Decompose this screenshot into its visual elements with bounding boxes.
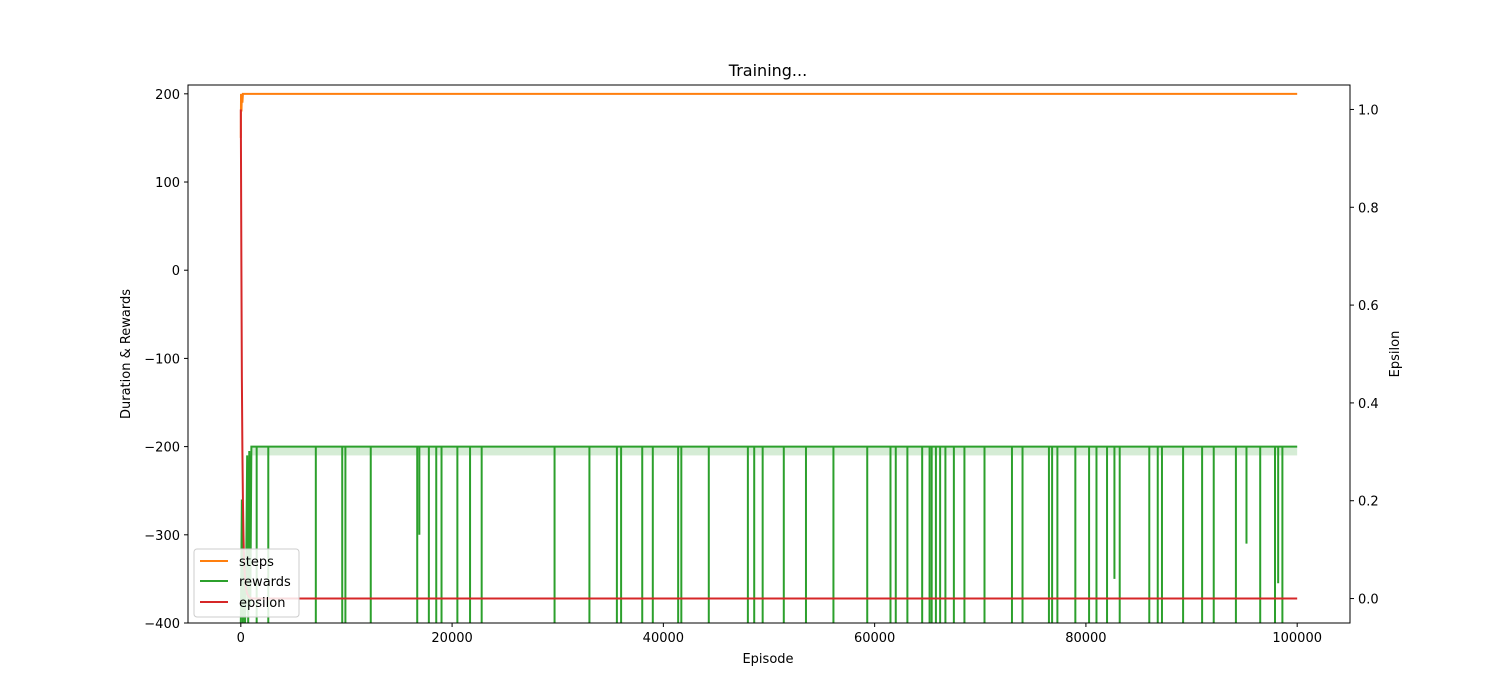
y-tick-label: −400 (144, 617, 180, 632)
x-axis-label: Episode (742, 652, 793, 667)
y-tick-label: −100 (144, 352, 180, 367)
epsilon-line (239, 109, 1298, 600)
y2-tick-label: 0.2 (1358, 495, 1379, 510)
rewards-faint-band (251, 446, 1298, 456)
x-axis-ticks: 0 20000 40000 60000 80000 100000 (237, 623, 1322, 646)
steps-line (239, 92, 1298, 138)
y-tick-label: 100 (155, 176, 180, 191)
legend-label-rewards: rewards (239, 575, 291, 590)
y-tick-label: 0 (172, 264, 180, 279)
legend-label-steps: steps (239, 555, 274, 570)
y2-tick-label: 0.4 (1358, 397, 1379, 412)
x-tick-label: 0 (237, 631, 245, 646)
x-tick-label: 60000 (854, 631, 895, 646)
chart-title: Training... (728, 61, 807, 80)
y-tick-label: −200 (144, 441, 180, 456)
axes-frame (187, 84, 1351, 624)
x-tick-label: 20000 (431, 631, 472, 646)
y2-tick-label: 0.6 (1358, 299, 1379, 314)
x-tick-label: 40000 (643, 631, 684, 646)
y-tick-label: −300 (144, 529, 180, 544)
y-axis-ticks: −400 −300 −200 −100 0 100 200 (144, 88, 188, 632)
y2-tick-label: 0.8 (1358, 201, 1379, 216)
x-tick-label: 80000 (1065, 631, 1106, 646)
plot-area (239, 92, 1298, 623)
x-tick-label: 100000 (1272, 631, 1322, 646)
y2-tick-label: 0.0 (1358, 593, 1379, 608)
y2-tick-label: 1.0 (1358, 103, 1379, 118)
y2-axis-label: Epsilon (1388, 331, 1403, 378)
y2-axis-ticks: 0.0 0.2 0.4 0.6 0.8 1.0 (1350, 103, 1379, 608)
legend-box (193, 548, 300, 618)
legend: steps rewards epsilon (193, 548, 300, 618)
y-axis-label: Duration & Rewards (119, 289, 134, 419)
rewards-line (239, 445, 1298, 623)
legend-label-epsilon: epsilon (239, 596, 285, 611)
y-tick-label: 200 (155, 88, 180, 103)
